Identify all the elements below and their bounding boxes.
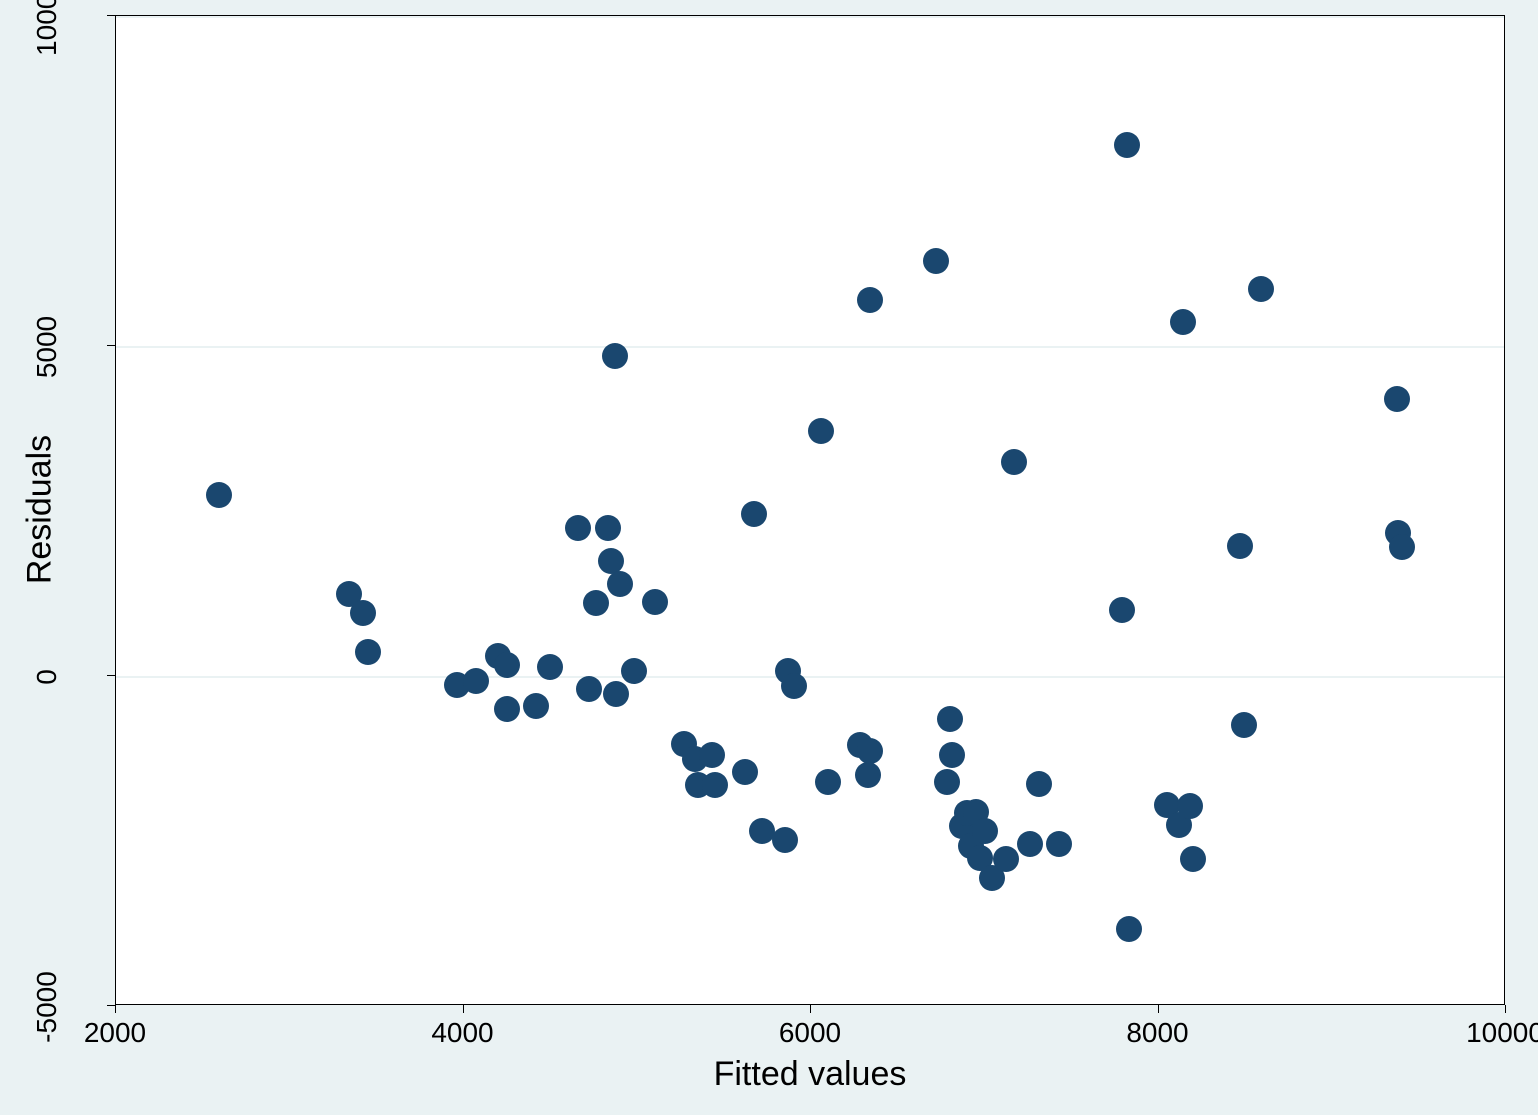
y-tick-mark <box>107 1005 115 1006</box>
x-tick-label: 2000 <box>65 1017 165 1049</box>
plot-area <box>115 15 1505 1005</box>
gridline <box>116 676 1504 678</box>
scatter-point <box>1248 276 1274 302</box>
scatter-point <box>993 846 1019 872</box>
x-tick-label: 8000 <box>1108 1017 1208 1049</box>
y-tick-label: 5000 <box>31 287 63 407</box>
scatter-point <box>937 706 963 732</box>
scatter-point <box>598 548 624 574</box>
scatter-point <box>355 639 381 665</box>
scatter-point <box>939 742 965 768</box>
scatter-point <box>607 571 633 597</box>
scatter-point <box>583 590 609 616</box>
scatter-point <box>1001 449 1027 475</box>
scatter-point <box>206 482 232 508</box>
x-tick-label: 6000 <box>760 1017 860 1049</box>
scatter-point <box>702 772 728 798</box>
scatter-point <box>857 287 883 313</box>
scatter-point <box>1180 846 1206 872</box>
scatter-point <box>1046 831 1072 857</box>
scatter-point <box>494 652 520 678</box>
y-tick-mark <box>107 345 115 346</box>
x-tick-mark <box>115 1005 116 1013</box>
scatter-point <box>972 818 998 844</box>
scatter-point <box>565 515 591 541</box>
scatter-point <box>576 676 602 702</box>
scatter-point <box>934 769 960 795</box>
x-tick-label: 4000 <box>413 1017 513 1049</box>
x-axis-title: Fitted values <box>660 1055 960 1094</box>
gridline <box>116 346 1504 348</box>
y-tick-mark <box>107 675 115 676</box>
scatter-point <box>699 742 725 768</box>
scatter-point <box>855 762 881 788</box>
x-tick-label: 10000 <box>1455 1017 1538 1049</box>
scatter-point <box>621 658 647 684</box>
y-tick-label: 0 <box>31 617 63 737</box>
y-tick-label: -5000 <box>31 947 63 1067</box>
scatter-point <box>523 693 549 719</box>
scatter-point <box>772 827 798 853</box>
scatter-point <box>1227 533 1253 559</box>
scatter-point <box>602 343 628 369</box>
chart-canvas: -5000 0 5000 10000 2000 4000 6000 8000 10000 Resi… <box>0 0 1538 1115</box>
scatter-point <box>1116 916 1142 942</box>
scatter-point <box>494 696 520 722</box>
scatter-point <box>1026 771 1052 797</box>
scatter-point <box>1231 712 1257 738</box>
scatter-point <box>815 769 841 795</box>
x-tick-mark <box>463 1005 464 1013</box>
scatter-point <box>1114 132 1140 158</box>
gridline <box>116 16 1504 18</box>
scatter-point <box>1389 534 1415 560</box>
scatter-point <box>1177 793 1203 819</box>
scatter-point <box>732 759 758 785</box>
x-tick-mark <box>1505 1005 1506 1013</box>
scatter-point <box>1170 309 1196 335</box>
scatter-point <box>781 673 807 699</box>
scatter-point <box>595 515 621 541</box>
scatter-point <box>923 248 949 274</box>
scatter-point <box>1384 386 1410 412</box>
scatter-point <box>463 668 489 694</box>
scatter-point <box>350 600 376 626</box>
y-tick-label: 10000 <box>31 0 63 77</box>
scatter-point <box>642 589 668 615</box>
x-tick-mark <box>1158 1005 1159 1013</box>
y-tick-mark <box>107 15 115 16</box>
x-tick-mark <box>810 1005 811 1013</box>
y-axis-title: Residuals <box>21 410 60 610</box>
scatter-point <box>1109 597 1135 623</box>
scatter-point <box>741 501 767 527</box>
scatter-point <box>537 654 563 680</box>
scatter-point <box>857 738 883 764</box>
scatter-point <box>808 418 834 444</box>
scatter-point <box>603 681 629 707</box>
scatter-point <box>1017 831 1043 857</box>
